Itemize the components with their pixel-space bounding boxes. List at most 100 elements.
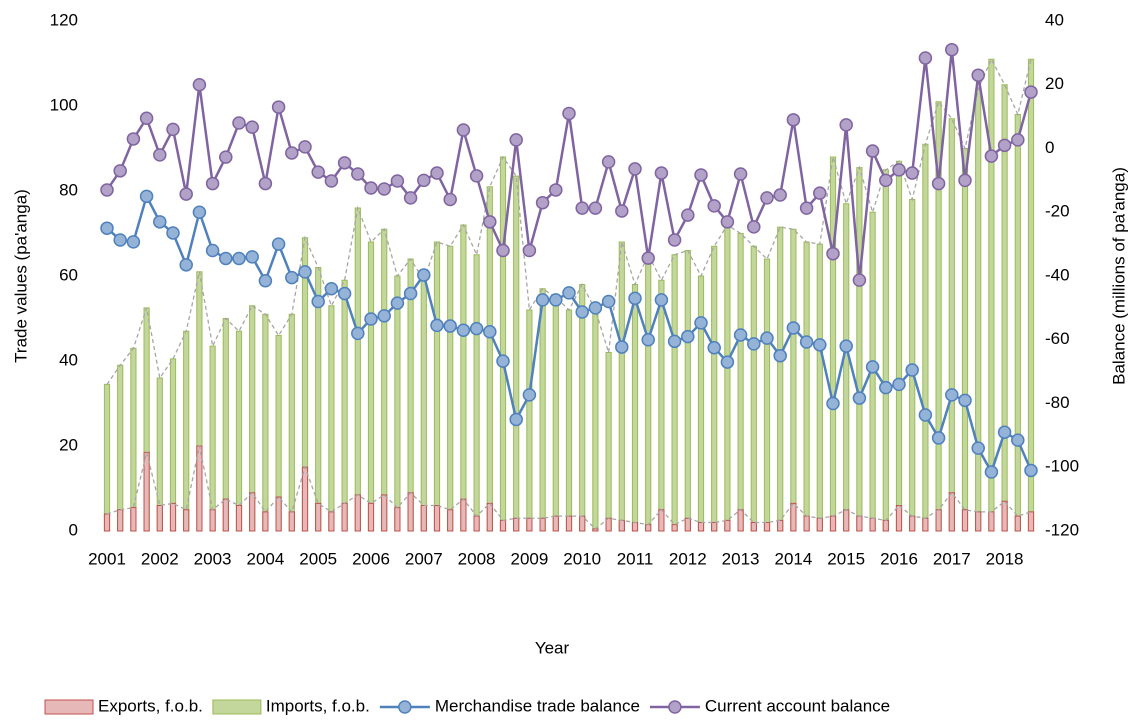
marker bbox=[997, 138, 1012, 153]
bar bbox=[816, 517, 823, 532]
marker bbox=[139, 111, 154, 125]
bar bbox=[526, 309, 533, 532]
bar bbox=[103, 383, 111, 532]
bar bbox=[130, 507, 137, 532]
marker bbox=[588, 201, 603, 215]
marker bbox=[852, 391, 867, 405]
bar bbox=[473, 254, 480, 532]
marker bbox=[126, 132, 141, 146]
bar bbox=[513, 175, 520, 532]
bar bbox=[235, 505, 243, 532]
bar-series bbox=[103, 57, 1035, 532]
bar bbox=[895, 505, 903, 532]
bar bbox=[816, 243, 823, 532]
y-tick-label: 80 bbox=[59, 180, 78, 199]
marker bbox=[786, 113, 801, 127]
marker bbox=[443, 319, 457, 333]
marker bbox=[469, 169, 484, 183]
marker bbox=[575, 201, 589, 215]
marker bbox=[271, 100, 286, 114]
bar bbox=[486, 502, 493, 532]
marker bbox=[100, 221, 114, 235]
y2-tick-label: -80 bbox=[1045, 393, 1070, 412]
bar bbox=[684, 250, 691, 532]
x-tick-label: 2016 bbox=[880, 549, 918, 568]
bar bbox=[922, 143, 929, 532]
bar bbox=[645, 254, 652, 532]
bar bbox=[618, 241, 625, 532]
bar bbox=[1014, 114, 1021, 532]
bar bbox=[552, 515, 559, 532]
marker bbox=[760, 331, 774, 345]
bar bbox=[394, 507, 401, 532]
marker bbox=[852, 273, 867, 287]
bar bbox=[961, 148, 969, 532]
bar bbox=[367, 241, 375, 532]
marker bbox=[601, 155, 616, 169]
marker bbox=[430, 318, 444, 333]
y2-tick-label: -20 bbox=[1045, 202, 1070, 221]
marker bbox=[562, 106, 576, 121]
bar bbox=[948, 118, 955, 532]
bar bbox=[328, 511, 335, 532]
y2-tick-label: -60 bbox=[1045, 329, 1070, 348]
marker bbox=[681, 329, 695, 344]
marker bbox=[139, 189, 154, 204]
x-tick-label: 2012 bbox=[669, 549, 707, 568]
marker bbox=[377, 309, 391, 323]
bar bbox=[552, 296, 559, 532]
marker bbox=[232, 251, 246, 266]
bar bbox=[856, 167, 863, 532]
marker bbox=[654, 166, 669, 180]
x-tick-label: 2018 bbox=[986, 549, 1024, 568]
marker bbox=[681, 208, 695, 222]
bar bbox=[777, 226, 784, 532]
marker bbox=[707, 340, 721, 355]
marker bbox=[324, 174, 339, 188]
bar bbox=[935, 509, 942, 532]
bar bbox=[829, 515, 837, 532]
marker bbox=[931, 176, 946, 191]
x-tick-label: 2001 bbox=[88, 549, 126, 568]
bar bbox=[315, 502, 322, 532]
bar bbox=[420, 279, 427, 532]
marker bbox=[483, 215, 497, 229]
bar bbox=[631, 522, 639, 532]
bar bbox=[829, 156, 837, 532]
x-tick-label: 2014 bbox=[774, 549, 812, 568]
bar bbox=[394, 275, 401, 532]
y2-tick-label: 20 bbox=[1045, 74, 1064, 93]
marker bbox=[958, 393, 972, 408]
marker bbox=[879, 380, 893, 395]
bar bbox=[684, 517, 691, 532]
bar bbox=[737, 233, 744, 532]
marker bbox=[549, 183, 563, 197]
marker bbox=[417, 173, 431, 188]
marker bbox=[456, 123, 471, 137]
marker bbox=[918, 408, 933, 422]
marker bbox=[667, 233, 682, 247]
bar bbox=[183, 509, 190, 532]
marker bbox=[641, 251, 655, 265]
marker bbox=[641, 333, 655, 347]
legend-swatch bbox=[44, 699, 94, 715]
bar bbox=[354, 494, 361, 532]
marker bbox=[931, 431, 946, 445]
bar bbox=[975, 88, 982, 532]
bar bbox=[473, 515, 480, 532]
bar bbox=[750, 245, 757, 532]
marker bbox=[219, 150, 233, 164]
y2-axis-title: Balance (millions of pa'anga) bbox=[1109, 167, 1128, 385]
marker bbox=[298, 265, 312, 279]
bar bbox=[460, 498, 467, 532]
marker bbox=[100, 183, 114, 197]
bar bbox=[196, 445, 203, 532]
marker bbox=[799, 335, 814, 349]
bar bbox=[658, 509, 665, 532]
bar bbox=[843, 509, 850, 532]
bar bbox=[565, 515, 573, 532]
x-tick-label: 2015 bbox=[827, 549, 865, 568]
y2-tick-label: -40 bbox=[1045, 265, 1070, 284]
bar bbox=[988, 58, 995, 532]
x-tick-label: 2011 bbox=[617, 549, 654, 568]
